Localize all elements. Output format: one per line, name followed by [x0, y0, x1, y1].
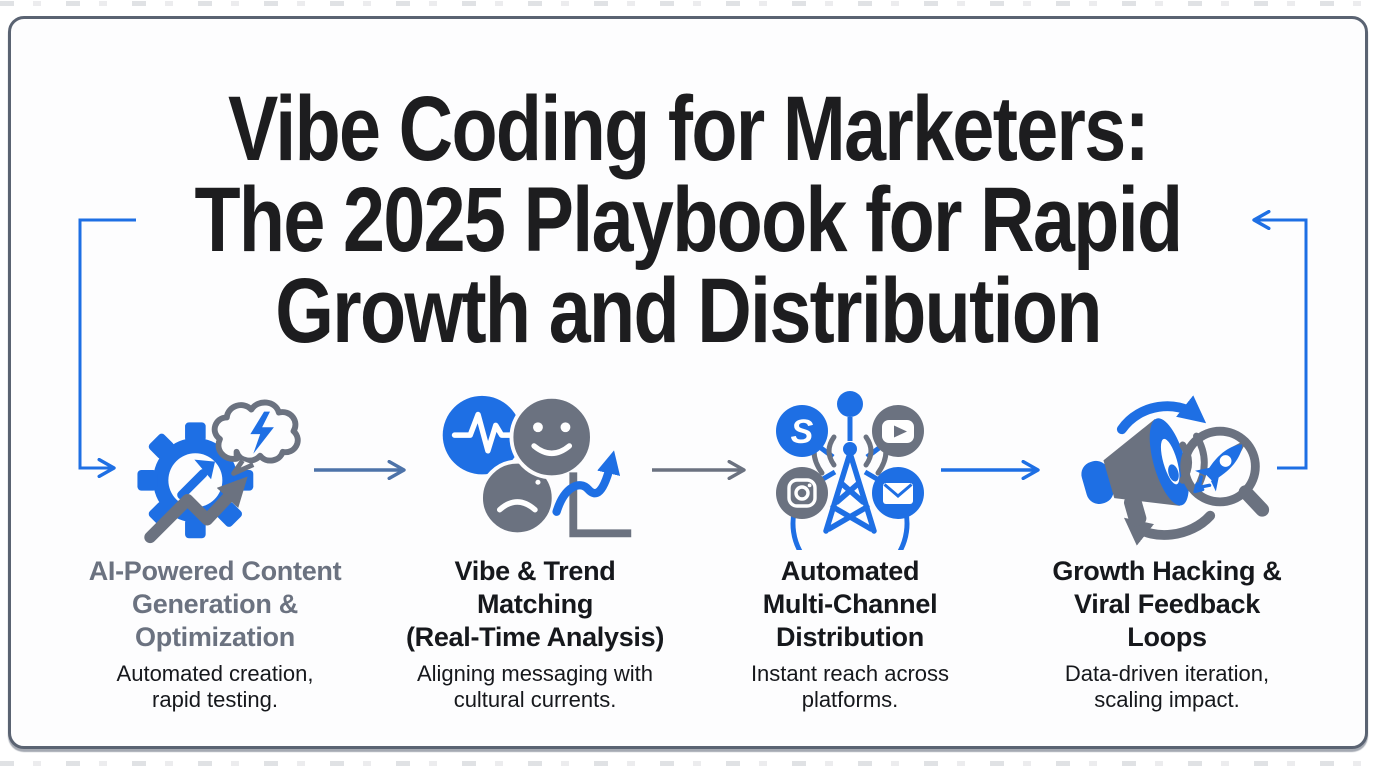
- step1-desc-line: rapid testing.: [152, 687, 278, 712]
- frame-border: [8, 16, 1368, 749]
- step1-label: AI-Powered Content Generation & Optimiza…: [60, 555, 370, 654]
- step-growth-hacking-loops: Growth Hacking & Viral Feedback Loops Da…: [1012, 388, 1322, 713]
- s-platform-node: S: [776, 405, 828, 457]
- pulse-wave-circle: [442, 395, 521, 475]
- step3-icon-box: S: [695, 388, 1005, 550]
- step4-desc-line: Data-driven iteration,: [1064, 661, 1270, 686]
- vibe-sentiment-trend-icon: [442, 394, 631, 538]
- network-ring: [790, 491, 910, 550]
- step2-label: Vibe & Trend Matching (Real-Time Analysi…: [380, 555, 690, 654]
- lightning-bolt-icon: [250, 411, 274, 454]
- cycle-arrow-bottom: [1123, 510, 1216, 546]
- step4-label: Growth Hacking & Viral Feedback Loops: [1012, 555, 1322, 654]
- step2-desc-line: Aligning messaging with: [416, 661, 654, 686]
- step2-label-line: Matching: [476, 589, 594, 619]
- step-ai-content-generation: AI-Powered Content Generation & Optimiza…: [60, 388, 370, 713]
- email-node: [872, 467, 924, 519]
- title-line-1: Vibe Coding for Marketers:: [227, 78, 1150, 180]
- title-line-2: The 2025 Playbook for Rapid: [194, 169, 1183, 271]
- step2-label-line: (Real-Time Analysis): [405, 622, 665, 652]
- bottom-edge-artifact: [0, 761, 1376, 766]
- idea-cloud-shape: [211, 399, 301, 476]
- page-title: Vibe Coding for Marketers: The 2025 Play…: [124, 78, 1252, 362]
- s-platform-letter: S: [791, 413, 814, 451]
- step2-desc-line: cultural currents.: [453, 687, 617, 712]
- video-platform-node: [872, 405, 924, 457]
- step4-description: Data-driven iteration, scaling impact.: [1012, 661, 1322, 713]
- step2-label-line: Vibe & Trend: [454, 556, 616, 586]
- play-icon: [894, 425, 907, 438]
- step3-label-line: Multi-Channel: [762, 589, 938, 619]
- step-vibe-trend-matching: Vibe & Trend Matching (Real-Time Analysi…: [380, 388, 690, 713]
- step1-label-line: AI-Powered Content: [88, 556, 342, 586]
- step4-label-line: Growth Hacking &: [1052, 556, 1282, 586]
- top-edge-artifact: [0, 1, 1376, 6]
- growth-arrow-shape: [144, 476, 248, 544]
- step3-label-line: Automated: [780, 556, 920, 586]
- step3-description: Instant reach across platforms.: [695, 661, 1005, 713]
- step3-desc-line: Instant reach across: [750, 661, 950, 686]
- step1-label-line: Generation &: [132, 589, 298, 619]
- title-line-3: Growth and Distribution: [275, 260, 1102, 362]
- megaphone-shape: [1081, 418, 1189, 527]
- cycle-arrow-top: [1116, 395, 1207, 435]
- multichannel-broadcast-network-icon: S: [776, 391, 924, 550]
- rocket-icon: [1193, 438, 1248, 494]
- magnifier-rocket-shape: [1180, 426, 1270, 517]
- step4-label-line: Loops: [1127, 622, 1207, 652]
- envelope-icon: [883, 483, 913, 498]
- step3-label-line: Distribution: [776, 622, 924, 652]
- step1-description: Automated creation, rapid testing.: [60, 661, 370, 713]
- smiley-face-circle: [508, 394, 594, 480]
- step4-icon-box: [1012, 388, 1322, 550]
- step1-icon-box: [60, 388, 370, 550]
- step4-desc-line: scaling impact.: [1094, 687, 1240, 712]
- ai-content-gear-idea-icon: [137, 399, 301, 544]
- broadcast-tower-shape: [823, 442, 877, 534]
- trend-chart-shape: [551, 450, 631, 538]
- step-multichannel-distribution: S: [695, 388, 1005, 713]
- growth-megaphone-rocket-icon: [1081, 395, 1270, 546]
- step3-label: Automated Multi-Channel Distribution: [695, 555, 1005, 654]
- sad-face-circle: [478, 459, 556, 537]
- step2-icon-box: [380, 388, 690, 550]
- instagram-node: [776, 467, 828, 519]
- step1-label-line: Optimization: [135, 622, 295, 652]
- step1-desc-line: Automated creation,: [116, 661, 314, 686]
- network-node: [837, 391, 863, 417]
- step2-description: Aligning messaging with cultural current…: [380, 661, 690, 713]
- step4-label-line: Viral Feedback: [1074, 589, 1260, 619]
- step3-desc-line: platforms.: [801, 687, 899, 712]
